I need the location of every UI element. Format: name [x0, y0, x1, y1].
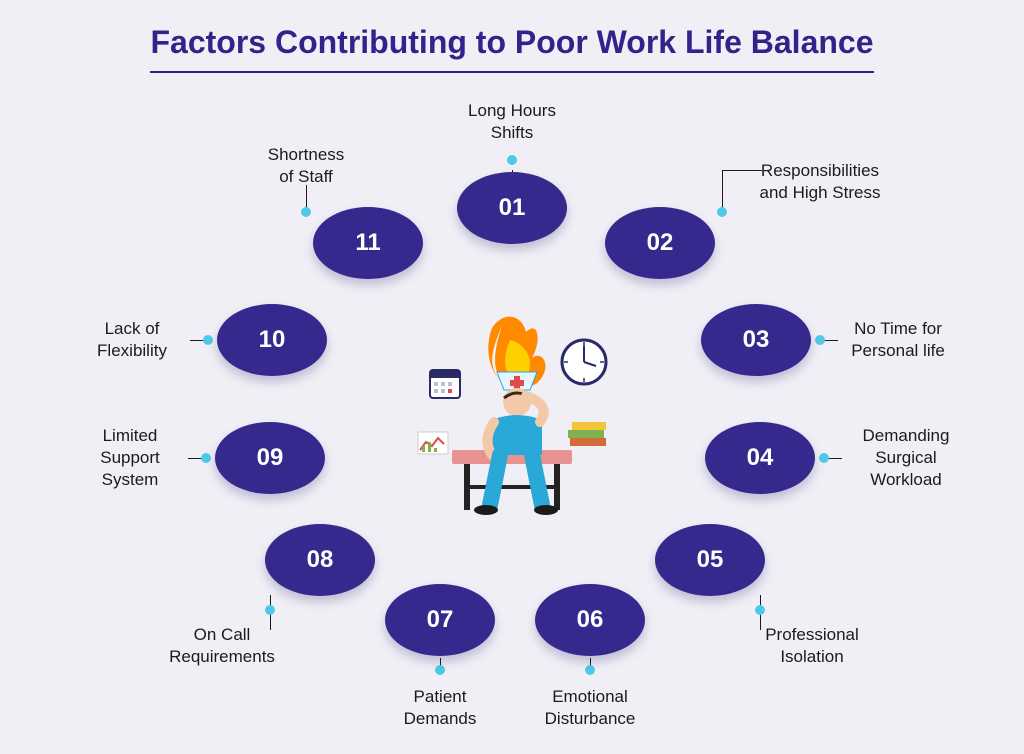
- factor-label: Responsibilities and High Stress: [760, 160, 881, 204]
- factor-node: 10: [217, 304, 327, 376]
- factor-node: 02: [605, 207, 715, 279]
- connector-dot: [301, 207, 311, 217]
- factor-node: 03: [701, 304, 811, 376]
- leg-left: [490, 455, 500, 505]
- connector-dot: [585, 665, 595, 675]
- factor-node: 08: [265, 524, 375, 596]
- factor-node: 04: [705, 422, 815, 494]
- factor-label: No Time for Personal life: [851, 318, 945, 362]
- connector-dot: [435, 665, 445, 675]
- connector-dot: [201, 453, 211, 463]
- book: [572, 422, 606, 430]
- connector-line: [722, 170, 762, 171]
- factor-node: 01: [457, 172, 567, 244]
- factor-node: 06: [535, 584, 645, 656]
- factor-label: On Call Requirements: [169, 624, 275, 668]
- connector-dot: [507, 155, 517, 165]
- book: [570, 438, 606, 446]
- book: [568, 430, 604, 438]
- factor-node: 05: [655, 524, 765, 596]
- shoe: [534, 505, 558, 515]
- connector-dot: [819, 453, 829, 463]
- factor-label: Shortness of Staff: [268, 144, 345, 188]
- factor-label: Emotional Disturbance: [545, 686, 636, 730]
- connector-line: [760, 615, 761, 630]
- factor-label: Long Hours Shifts: [468, 100, 556, 144]
- factor-node: 07: [385, 584, 495, 656]
- leg-right: [532, 455, 542, 505]
- shoe: [474, 505, 498, 515]
- factor-label: Patient Demands: [404, 686, 477, 730]
- factor-label: Professional Isolation: [765, 624, 859, 668]
- center-illustration: [392, 310, 632, 540]
- connector-dot: [203, 335, 213, 345]
- connector-line: [722, 170, 723, 212]
- factor-node: 09: [215, 422, 325, 494]
- calendar-header: [430, 370, 460, 378]
- connector-dot: [815, 335, 825, 345]
- factor-node: 11: [313, 207, 423, 279]
- factor-label: Limited Support System: [100, 425, 160, 491]
- factor-label: Lack of Flexibility: [97, 318, 167, 362]
- factor-label: Demanding Surgical Workload: [863, 425, 950, 491]
- connector-dot: [755, 605, 765, 615]
- connector-dot: [265, 605, 275, 615]
- connector-dot: [717, 207, 727, 217]
